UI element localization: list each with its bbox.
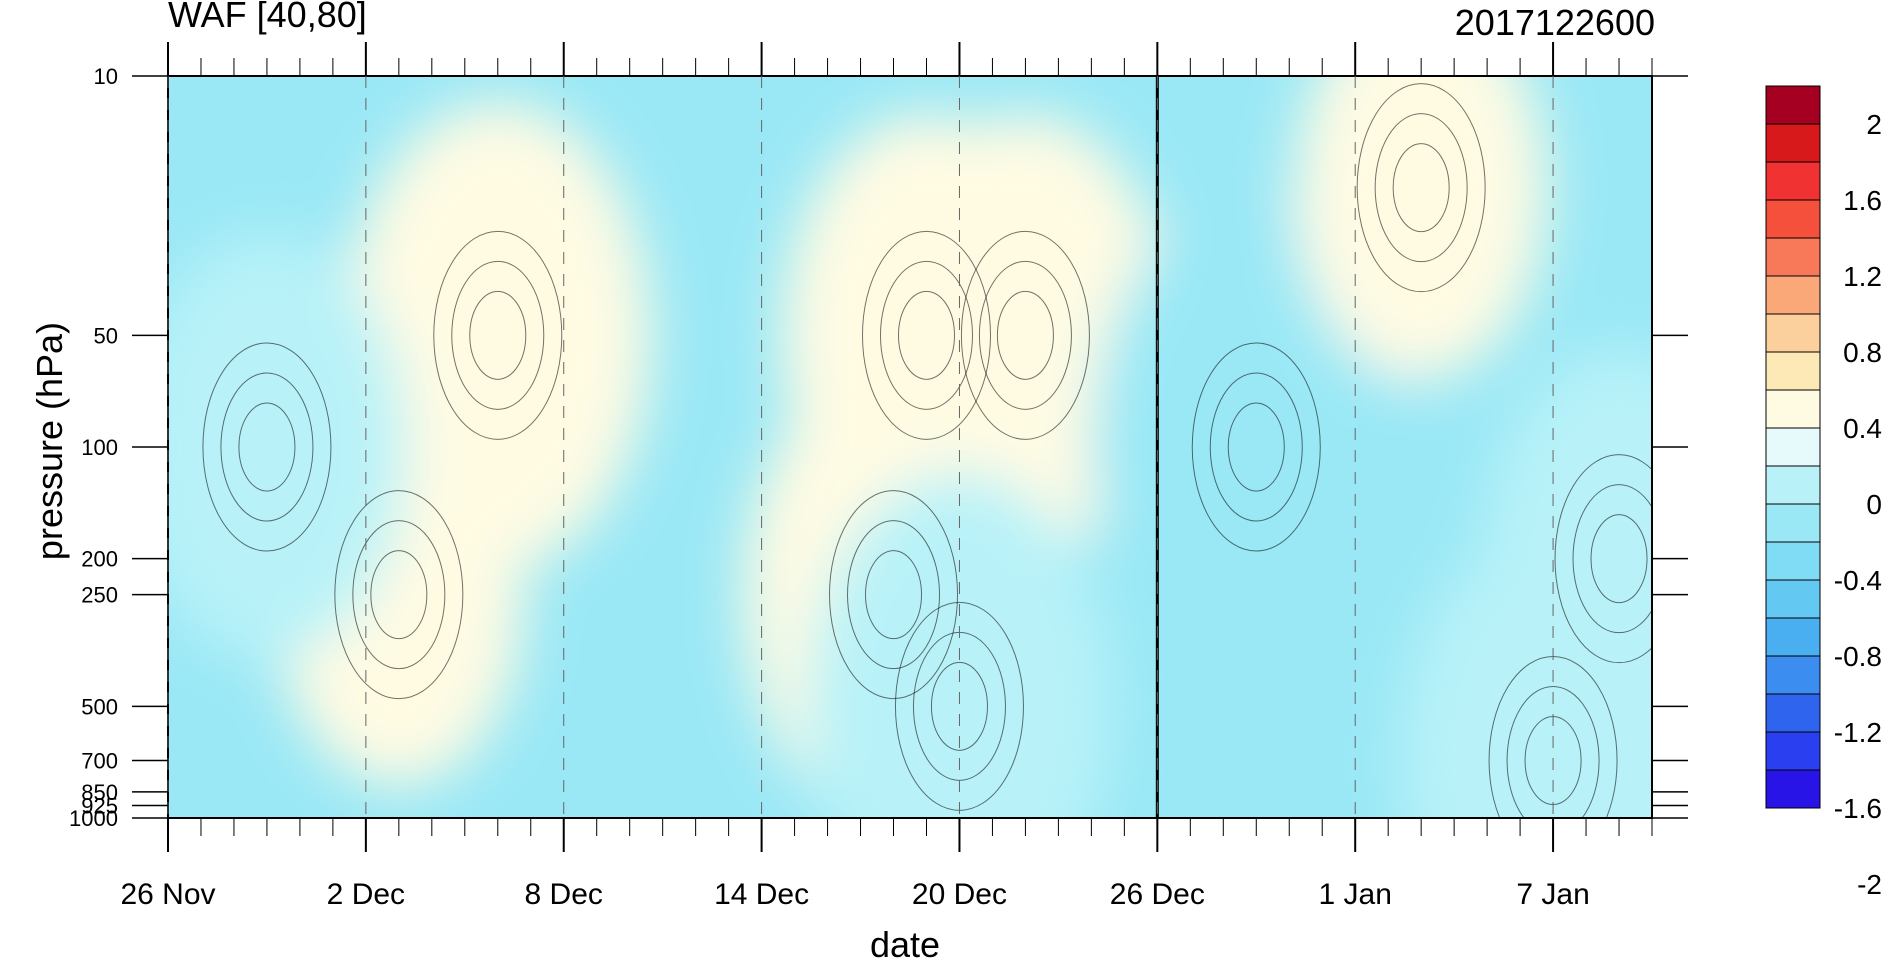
- chart-date-stamp: 2017122600: [1454, 2, 1655, 43]
- colorbar-label: 0.8: [1843, 337, 1882, 368]
- contour-line: [978, 260, 1072, 410]
- contour-line: [202, 342, 332, 552]
- colorbar-swatch: [1765, 313, 1821, 353]
- y-tick-label: 100: [81, 435, 118, 460]
- contour-line: [1590, 514, 1648, 604]
- colorbar-label: -1.2: [1834, 717, 1882, 748]
- x-axis: 26 Nov 2 Dec 8 Dec 14 Dec 20 Dec 26 Dec 1 Jan 7…: [120, 42, 1653, 911]
- contour-line: [1374, 113, 1468, 263]
- contour-line: [865, 550, 923, 640]
- contour-line: [469, 290, 527, 380]
- contour-lines: [202, 83, 1652, 818]
- x-tick-label: 2 Dec: [327, 878, 405, 911]
- colorbar-label: 1.2: [1843, 261, 1882, 292]
- x-tick-label: 14 Dec: [714, 878, 809, 911]
- colorbar-swatch: [1765, 351, 1821, 391]
- x-tick-label: 7 Jan: [1516, 878, 1589, 911]
- colorbar-swatch: [1765, 199, 1821, 239]
- colorbar-swatch: [1765, 123, 1821, 163]
- colorbar-swatch: [1765, 427, 1821, 467]
- colorbar-swatch: [1765, 655, 1821, 695]
- contour-line: [238, 402, 296, 492]
- colorbar: 2 1.6 1.2 0.8 0.4 0 -0.4 -0.8 -1.2 -1.6 -2: [1765, 85, 1882, 900]
- x-tick-label: 26 Nov: [120, 878, 215, 911]
- contour-line: [829, 490, 959, 700]
- feature-blob: [806, 472, 1113, 818]
- y-tick-label: 1000: [69, 806, 118, 831]
- x-tick-label: 1 Jan: [1319, 878, 1392, 911]
- colorbar-swatch: [1765, 85, 1821, 125]
- colorbar-label: 0: [1866, 489, 1882, 520]
- colorbar-swatch: [1765, 769, 1821, 809]
- contour-line: [451, 260, 545, 410]
- y-tick-label: 925: [81, 793, 118, 818]
- colorbar-swatch: [1765, 731, 1821, 771]
- feature-blob: [168, 234, 406, 660]
- contour-field: [168, 76, 1652, 818]
- colorbar-label: -0.8: [1834, 641, 1882, 672]
- y-tick-label: 250: [81, 583, 118, 608]
- contour-line: [996, 290, 1054, 380]
- colorbar-swatch: [1765, 161, 1821, 201]
- contour-line: [897, 290, 955, 380]
- colorbar-swatch: [1765, 465, 1821, 505]
- colorbar-swatch: [1765, 275, 1821, 315]
- colorbar-swatch: [1765, 579, 1821, 619]
- contour-line: [334, 490, 464, 700]
- contour-line: [1227, 402, 1285, 492]
- chart-title: WAF [40,80]: [168, 0, 367, 35]
- colorbar-label: 1.6: [1843, 185, 1882, 216]
- colorbar-label: 0.4: [1843, 413, 1882, 444]
- y-tick-label: 850: [81, 780, 118, 805]
- contour-line: [1392, 143, 1450, 233]
- contour-line: [1356, 83, 1486, 293]
- contour-line: [960, 230, 1090, 440]
- y-tick-label: 700: [81, 749, 118, 774]
- colorbar-swatch: [1765, 237, 1821, 277]
- colorbar-swatch: [1765, 617, 1821, 657]
- colorbar-swatch: [1765, 389, 1821, 429]
- colorbar-swatch: [1765, 541, 1821, 581]
- contour-line: [220, 372, 314, 522]
- x-tick-label: 26 Dec: [1110, 878, 1205, 911]
- contour-line: [879, 260, 973, 410]
- x-axis-label: date: [870, 924, 941, 965]
- x-tick-label: 8 Dec: [525, 878, 603, 911]
- contour-line: [1572, 484, 1652, 634]
- y-tick-label: 500: [81, 694, 118, 719]
- contour-line: [1191, 342, 1321, 552]
- colorbar-label: -2: [1857, 869, 1882, 900]
- contour-line: [1506, 686, 1600, 818]
- colorbar-label: -0.4: [1834, 565, 1882, 596]
- feature-blob: [1482, 349, 1652, 768]
- y-tick-label: 200: [81, 547, 118, 572]
- feature-blob: [345, 101, 651, 570]
- colorbar-label: 2: [1866, 109, 1882, 140]
- y-axis-label: pressure (hPa): [29, 321, 70, 561]
- contour-line: [1554, 454, 1652, 664]
- contour-line: [352, 520, 446, 670]
- contour-line: [370, 550, 428, 640]
- contour-line: [847, 520, 941, 670]
- contour-line: [861, 230, 991, 440]
- contour-line: [1209, 372, 1303, 522]
- x-tick-label: 20 Dec: [912, 878, 1007, 911]
- colorbar-swatch: [1765, 693, 1821, 733]
- y-tick-label: 10: [94, 64, 118, 89]
- y-tick-label: 50: [94, 323, 118, 348]
- contour-line: [930, 661, 988, 751]
- colorbar-label: -1.6: [1834, 793, 1882, 824]
- colorbar-swatch: [1765, 503, 1821, 543]
- feature-blob: [1295, 76, 1547, 380]
- contour-line: [433, 230, 563, 440]
